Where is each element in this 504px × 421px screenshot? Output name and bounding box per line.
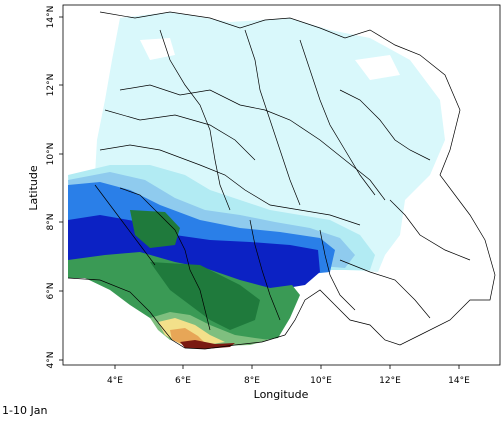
- y-tick-label: 14°N: [46, 6, 56, 29]
- zone-dark-green: [150, 262, 260, 330]
- tick-marks: [59, 16, 460, 369]
- x-tick-label: 14°E: [448, 376, 470, 386]
- period-caption: 1-10 Jan: [2, 404, 48, 417]
- x-tick-label: 10°E: [310, 376, 332, 386]
- y-tick-label: 10°N: [46, 143, 56, 166]
- zone-dark-green: [130, 210, 180, 248]
- x-tick-label: 4°E: [107, 376, 123, 386]
- y-axis-title: Latitude: [27, 165, 40, 211]
- x-tick-label: 6°E: [175, 376, 191, 386]
- zone-no-data: [355, 55, 400, 80]
- zone-very-light-cyan: [95, 12, 445, 272]
- boundary-lines: [67, 11, 496, 350]
- zone-deep-blue: [68, 215, 320, 290]
- zone-no-data: [140, 38, 175, 60]
- x-axis-title: Longitude: [254, 388, 309, 401]
- rainfall-field: [67, 11, 496, 350]
- x-tick-label: 8°E: [244, 376, 260, 386]
- y-tick-label: 12°N: [46, 74, 56, 97]
- y-tick-label: 4°N: [46, 352, 56, 369]
- x-tick-labels: 4°E 6°E 8°E 10°E 12°E 14°E: [107, 376, 470, 386]
- x-tick-label: 12°E: [379, 376, 401, 386]
- y-tick-labels: 4°N 6°N 8°N 10°N 12°N 14°N: [46, 6, 56, 369]
- y-tick-label: 6°N: [46, 283, 56, 300]
- y-tick-label: 8°N: [46, 214, 56, 231]
